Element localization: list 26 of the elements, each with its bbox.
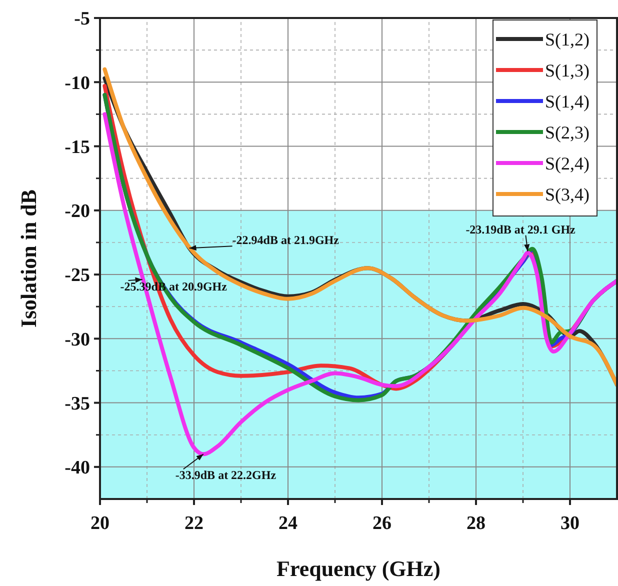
y-tick-label: -15 <box>64 136 90 158</box>
x-tick-label: 26 <box>372 513 392 534</box>
legend-label: S(3,4) <box>545 184 590 204</box>
x-tick-label: 20 <box>90 513 110 534</box>
x-tick-label: 28 <box>466 513 486 534</box>
y-tick-label: -40 <box>64 458 90 479</box>
annotation: -33.9dB at 22.2GHz <box>175 468 277 482</box>
x-axis-title: Frequency (GHz) <box>276 556 440 581</box>
y-axis-title: Isolation in dB <box>16 189 41 328</box>
x-tick-label: 22 <box>184 513 204 534</box>
y-tick-label: -25 <box>64 265 90 286</box>
y-tick-label: -10 <box>64 72 90 94</box>
line-series <box>102 112 617 456</box>
legend-label: S(1,3) <box>545 60 590 80</box>
x-tick-label: 24 <box>278 513 298 534</box>
y-tick-label: -20 <box>64 201 90 222</box>
annotation: -22.94dB at 21.9GHz <box>232 233 340 248</box>
y-tick-label: -35 <box>64 393 90 414</box>
legend-label: S(2,3) <box>545 122 590 142</box>
y-tick-label: -30 <box>64 329 90 350</box>
x-tick-label: 30 <box>560 513 580 534</box>
legend-label: S(1,2) <box>545 29 590 50</box>
legend-label: S(1,4) <box>545 91 590 112</box>
y-tick-label: -5 <box>74 8 90 30</box>
legend-label: S(2,4) <box>545 153 590 174</box>
annotation: -23.19dB at 29.1 GHz <box>466 222 576 236</box>
